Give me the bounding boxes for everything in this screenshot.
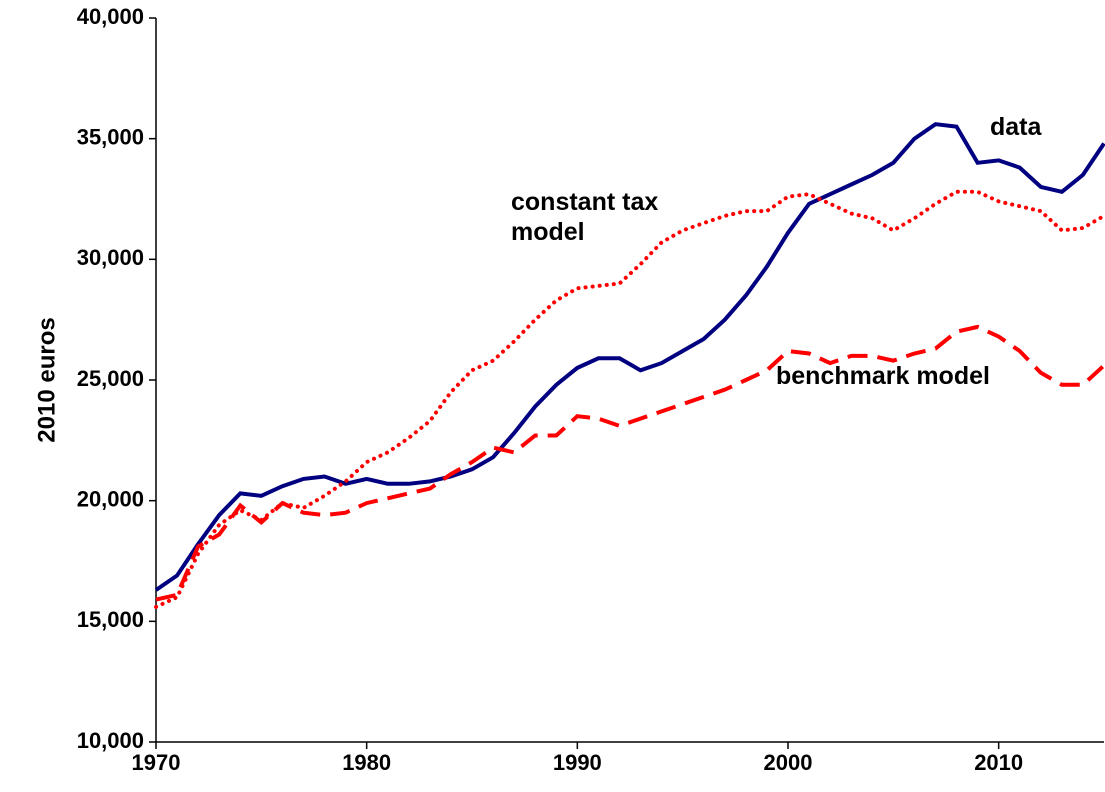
y-tick-label: 10,000 [77,728,144,753]
x-tick-label: 1990 [553,750,602,775]
y-axis-title: 2010 euros [33,317,60,442]
y-tick-label: 20,000 [77,486,144,511]
y-tick-label: 35,000 [77,124,144,149]
y-tick-label: 15,000 [77,607,144,632]
series-label: data [990,113,1042,141]
x-tick-label: 1970 [132,750,181,775]
x-tick-label: 2010 [974,750,1023,775]
y-tick-label: 30,000 [77,245,144,270]
series-label: benchmark model [776,362,990,390]
x-tick-label: 2000 [764,750,813,775]
y-tick-label: 40,000 [77,4,144,29]
series-line [155,324,1105,602]
x-tick-label: 1980 [342,750,391,775]
series-line [154,122,1105,592]
series-label: constant tax model [511,188,659,246]
y-tick-label: 25,000 [77,366,144,391]
series-line [154,189,1105,609]
